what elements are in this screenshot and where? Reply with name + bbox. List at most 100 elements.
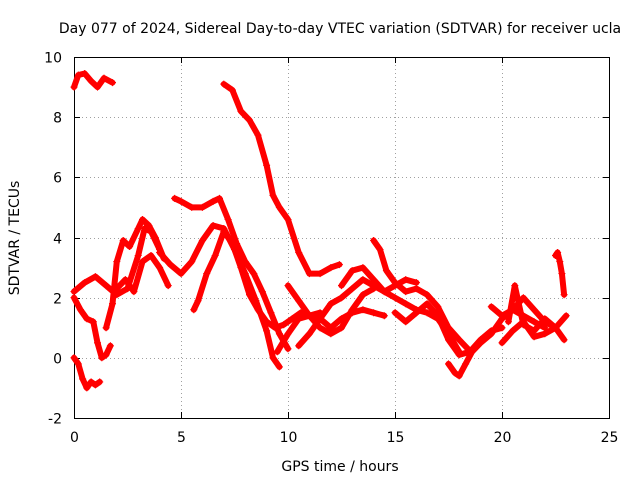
data-point-marker xyxy=(166,261,174,269)
data-point-marker xyxy=(237,107,245,115)
data-point-marker xyxy=(96,378,104,386)
y-tick-label: 4 xyxy=(53,232,62,248)
data-point-marker xyxy=(156,249,164,256)
data-point-marker xyxy=(382,267,390,275)
data-point-marker xyxy=(94,83,101,91)
data-point-marker xyxy=(254,131,262,139)
data-point-marker xyxy=(295,249,303,256)
data-point-marker xyxy=(271,324,279,332)
series-track-21 xyxy=(552,249,568,299)
y-tick-label: 2 xyxy=(53,292,62,308)
data-point-marker xyxy=(380,288,388,296)
data-point-marker xyxy=(102,324,110,332)
data-point-marker xyxy=(391,294,399,302)
data-point-marker xyxy=(74,71,82,79)
data-point-marker xyxy=(194,297,202,305)
series-track-20 xyxy=(504,282,559,335)
data-point-marker xyxy=(83,384,91,392)
series-trace xyxy=(103,216,167,331)
data-point-marker xyxy=(477,339,485,347)
x-tick-label: 25 xyxy=(601,430,619,446)
data-point-marker xyxy=(338,324,345,332)
data-point-marker xyxy=(119,237,127,244)
x-tick-label: 5 xyxy=(177,430,186,446)
data-point-marker xyxy=(519,294,527,302)
data-point-marker xyxy=(209,197,217,205)
grid-layer xyxy=(74,57,609,418)
data-point-marker xyxy=(284,282,292,290)
data-point-marker xyxy=(211,252,219,259)
data-point-marker xyxy=(190,306,198,314)
x-axis-label: GPS time / hours xyxy=(281,459,398,475)
data-point-marker xyxy=(139,216,146,223)
data-point-marker xyxy=(504,318,512,326)
data-point-marker xyxy=(498,312,506,320)
data-point-marker xyxy=(258,288,266,296)
data-point-marker xyxy=(275,363,283,371)
series-track-17 xyxy=(445,306,549,380)
data-point-marker xyxy=(327,300,335,308)
data-point-marker xyxy=(530,306,538,314)
data-point-marker xyxy=(541,315,549,323)
data-point-marker xyxy=(198,203,206,211)
data-point-marker xyxy=(81,279,89,287)
data-point-marker xyxy=(412,279,420,287)
data-point-marker xyxy=(338,294,345,302)
data-point-marker xyxy=(91,273,99,281)
data-point-marker xyxy=(216,194,223,202)
data-point-marker xyxy=(280,321,288,329)
data-point-marker xyxy=(509,327,517,335)
data-point-marker xyxy=(451,369,459,377)
data-point-marker xyxy=(76,306,84,314)
plot-border xyxy=(74,57,610,419)
data-point-marker xyxy=(316,315,324,323)
data-point-marker xyxy=(79,375,87,383)
data-point-marker xyxy=(224,216,232,223)
data-point-marker xyxy=(284,345,292,353)
data-point-marker xyxy=(263,161,271,169)
data-point-marker xyxy=(188,258,196,266)
data-point-marker xyxy=(130,288,138,296)
data-point-marker xyxy=(250,270,258,278)
data-point-marker xyxy=(560,291,568,299)
data-point-marker xyxy=(462,360,470,368)
data-point-marker xyxy=(109,79,116,87)
data-point-marker xyxy=(370,276,378,284)
data-point-marker xyxy=(560,336,568,344)
data-point-marker xyxy=(348,267,356,275)
data-point-marker xyxy=(305,270,313,278)
data-point-marker xyxy=(151,234,159,241)
data-point-marker xyxy=(348,285,356,293)
data-point-marker xyxy=(445,336,452,344)
data-point-marker xyxy=(94,339,101,347)
data-point-marker xyxy=(316,270,324,278)
data-point-marker xyxy=(434,303,442,311)
data-point-marker xyxy=(139,258,146,266)
series-trace xyxy=(190,228,324,331)
series-layer xyxy=(70,70,570,392)
data-point-marker xyxy=(134,252,142,259)
data-point-marker xyxy=(98,354,106,362)
data-point-marker xyxy=(246,116,253,124)
data-point-marker xyxy=(70,354,78,362)
data-point-marker xyxy=(338,282,345,290)
data-point-marker xyxy=(126,243,134,250)
data-point-marker xyxy=(530,318,538,326)
data-point-marker xyxy=(70,288,78,296)
data-point-marker xyxy=(530,327,538,335)
series-track-6 xyxy=(113,252,172,296)
data-point-marker xyxy=(263,327,271,335)
data-point-marker xyxy=(141,225,149,232)
data-point-marker xyxy=(455,336,463,344)
data-point-marker xyxy=(89,318,97,326)
data-point-marker xyxy=(327,324,335,332)
data-point-marker xyxy=(370,309,378,317)
data-point-marker xyxy=(203,270,211,278)
data-point-marker xyxy=(498,339,506,347)
data-point-marker xyxy=(113,258,121,266)
data-point-marker xyxy=(269,354,277,362)
data-point-marker xyxy=(402,288,410,296)
data-point-marker xyxy=(109,300,116,308)
data-point-marker xyxy=(295,315,303,323)
data-point-marker xyxy=(145,222,153,229)
